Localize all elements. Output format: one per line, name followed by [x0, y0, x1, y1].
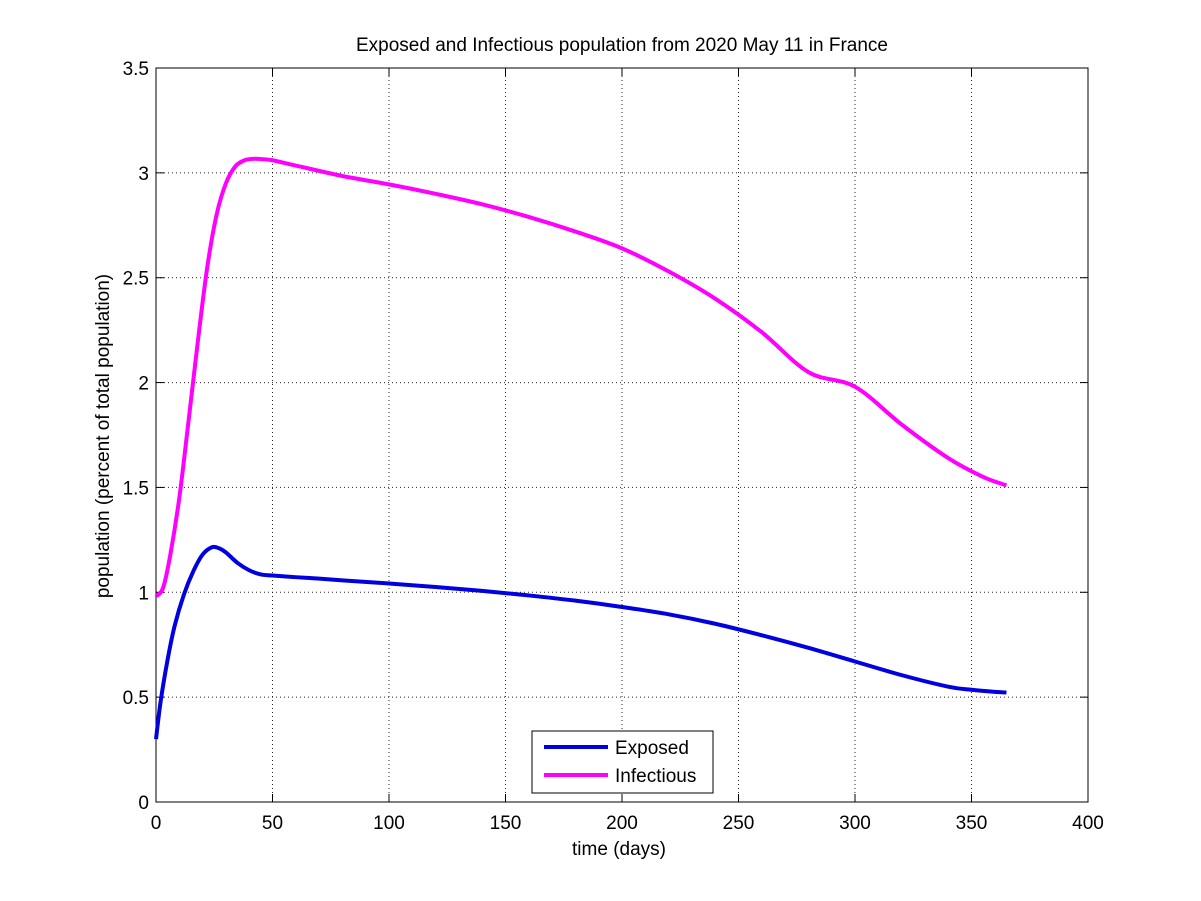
- series-line-exposed: [154, 544, 1007, 740]
- legend-label-exposed: Exposed: [615, 738, 689, 759]
- y-axis-label: population (percent of total population): [93, 274, 114, 598]
- x-tick-label: 300: [839, 813, 871, 834]
- y-tick-label: 0: [138, 793, 149, 814]
- x-tick-label: 200: [606, 813, 638, 834]
- legend: Exposed Infectious: [531, 730, 714, 794]
- y-tick-label: 3.5: [123, 59, 149, 80]
- y-tick-label: 0.5: [123, 688, 149, 709]
- y-tick-label: 2.5: [123, 269, 149, 290]
- legend-box: [531, 730, 714, 794]
- axes: 0 50 100 150 200 250 300 350 400 0 0.5 1 1.5 2 2.5 3 3.5: [123, 59, 1104, 834]
- x-axis-label: time (days): [572, 839, 666, 860]
- x-tick-label: 50: [262, 813, 283, 834]
- y-tick-label: 1.5: [123, 478, 149, 499]
- plot-area: [156, 68, 1088, 802]
- x-tick-label: 350: [956, 813, 988, 834]
- y-tick-label: 1: [138, 583, 149, 604]
- series-group: [154, 156, 1008, 740]
- x-tick-label: 0: [151, 813, 162, 834]
- y-tick-label: 2: [138, 374, 149, 395]
- y-tick-label: 3: [138, 164, 149, 185]
- series-line-infectious: [154, 156, 1008, 598]
- x-tick-label: 150: [490, 813, 522, 834]
- x-tick-label: 100: [373, 813, 405, 834]
- grid: [156, 68, 1088, 802]
- legend-label-infectious: Infectious: [615, 766, 696, 787]
- chart-title: Exposed and Infectious population from 2…: [356, 35, 888, 56]
- x-tick-label: 400: [1072, 813, 1104, 834]
- x-tick-label: 250: [723, 813, 755, 834]
